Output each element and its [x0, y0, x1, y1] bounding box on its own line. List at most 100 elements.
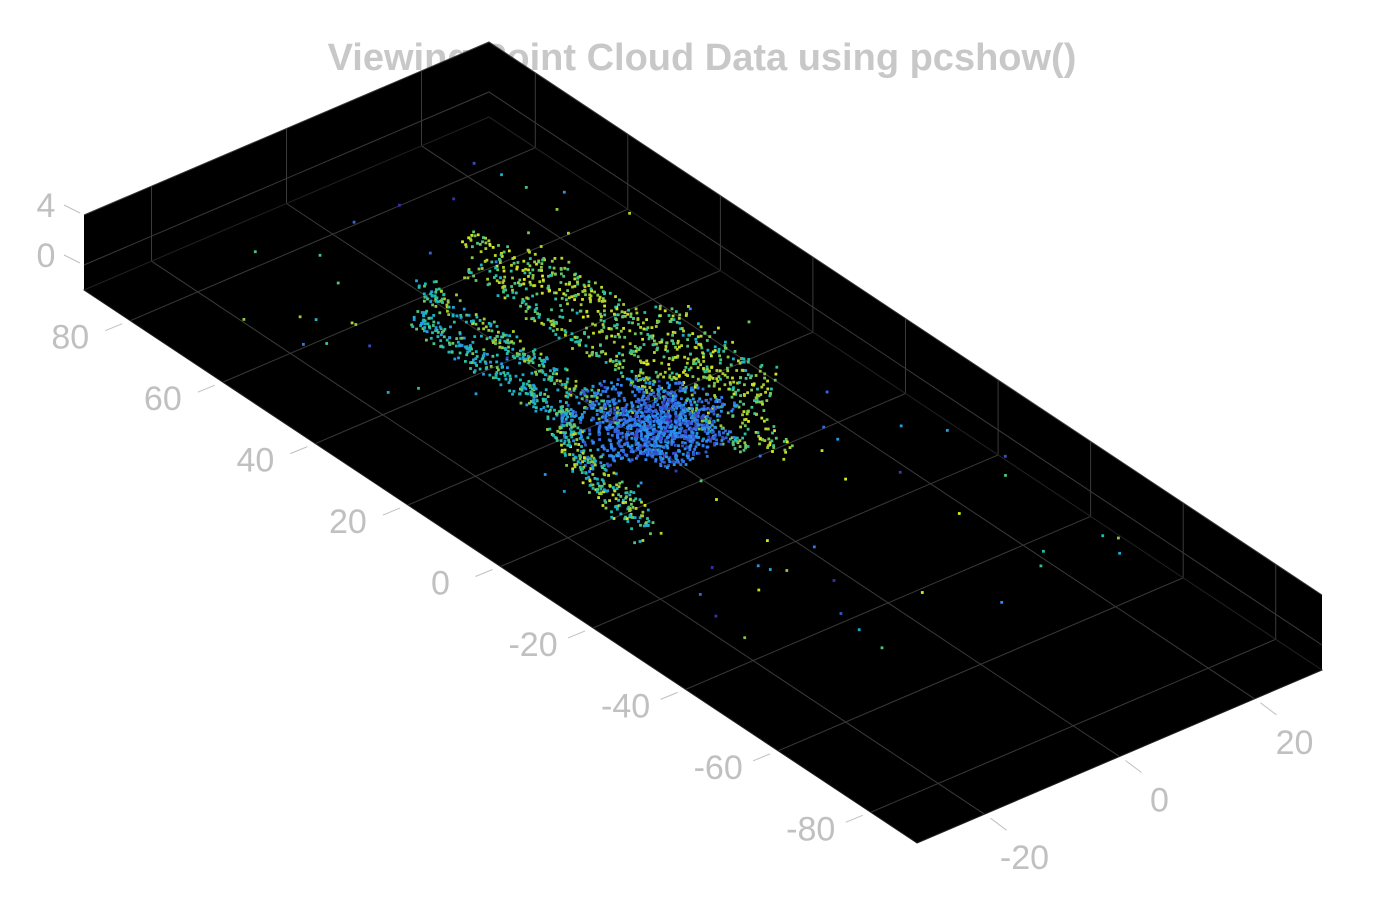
data-point — [594, 281, 597, 285]
data-point — [630, 418, 633, 422]
data-point — [839, 612, 843, 615]
data-point — [945, 429, 949, 432]
data-point — [857, 628, 861, 632]
data-point — [616, 332, 620, 336]
data-point — [660, 449, 663, 453]
data-point — [496, 268, 500, 272]
data-point — [681, 388, 685, 392]
data-point — [566, 403, 570, 407]
data-point — [484, 362, 488, 365]
data-point — [497, 330, 500, 334]
data-point — [735, 403, 739, 407]
data-point — [635, 413, 638, 417]
data-point — [608, 413, 611, 417]
data-point — [597, 417, 601, 421]
data-point — [567, 260, 571, 264]
data-point — [499, 276, 502, 280]
data-point — [488, 269, 492, 273]
data-point — [581, 298, 584, 301]
data-point — [643, 443, 647, 446]
data-point — [459, 315, 463, 319]
data-point — [684, 429, 688, 432]
data-point — [738, 445, 742, 448]
data-point — [604, 501, 607, 504]
data-point — [628, 329, 632, 333]
data-point — [754, 396, 758, 400]
data-point — [540, 262, 544, 265]
data-point — [481, 356, 485, 360]
data-point — [503, 275, 507, 279]
data-point — [553, 272, 557, 276]
data-point — [630, 370, 634, 373]
data-point — [478, 367, 482, 371]
data-point — [614, 401, 618, 405]
data-point — [560, 256, 564, 260]
data-point — [668, 397, 672, 401]
data-point — [674, 414, 678, 418]
data-point — [657, 390, 660, 393]
data-point — [715, 398, 719, 401]
data-point — [513, 256, 516, 259]
data-point — [626, 441, 630, 445]
data-point — [655, 429, 658, 433]
data-point — [591, 483, 595, 487]
data-point — [635, 456, 638, 460]
data-point — [662, 454, 666, 458]
data-point — [565, 391, 569, 394]
data-point — [668, 383, 671, 387]
data-point — [678, 413, 682, 417]
data-point — [699, 343, 703, 347]
data-point — [573, 284, 577, 288]
data-point — [643, 504, 647, 507]
data-point — [529, 400, 533, 403]
data-point — [642, 452, 645, 456]
data-point — [766, 446, 769, 449]
data-point — [711, 377, 715, 380]
data-point — [733, 350, 737, 353]
data-point — [669, 425, 673, 429]
data-point — [702, 360, 706, 363]
data-point — [719, 424, 723, 428]
data-point — [726, 375, 729, 379]
data-point — [681, 441, 684, 444]
data-point — [732, 357, 735, 361]
data-point — [434, 280, 438, 283]
data-point — [464, 245, 468, 249]
data-point — [732, 380, 736, 384]
data-point — [601, 420, 605, 424]
data-point — [636, 355, 640, 359]
data-point — [597, 496, 600, 499]
data-point — [528, 280, 532, 284]
data-point — [662, 434, 666, 437]
data-point — [541, 278, 545, 282]
data-point — [684, 387, 687, 391]
data-point — [531, 268, 535, 272]
data-point — [540, 284, 544, 288]
data-point — [658, 387, 662, 391]
data-point — [593, 391, 596, 395]
data-point — [768, 568, 772, 571]
data-point — [619, 495, 623, 498]
data-point — [759, 365, 763, 369]
data-point — [687, 445, 691, 449]
data-point — [639, 451, 642, 455]
data-point — [692, 435, 695, 439]
data-point — [609, 463, 612, 467]
data-point — [424, 295, 428, 299]
data-point — [494, 274, 498, 278]
data-point — [519, 304, 522, 308]
data-point — [480, 267, 484, 270]
data-point — [614, 472, 618, 476]
data-point — [594, 459, 597, 463]
data-point — [636, 422, 640, 426]
data-point — [651, 336, 654, 340]
data-point — [676, 339, 680, 343]
data-point — [642, 321, 645, 325]
data-point — [812, 545, 816, 549]
data-point — [698, 593, 702, 596]
data-point — [336, 281, 340, 285]
data-point — [482, 372, 485, 376]
data-point — [705, 420, 708, 424]
data-point — [706, 348, 710, 352]
